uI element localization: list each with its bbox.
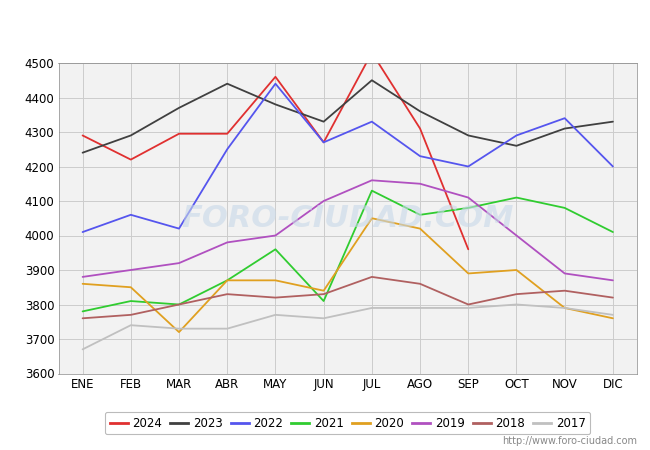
Legend: 2024, 2023, 2022, 2021, 2020, 2019, 2018, 2017: 2024, 2023, 2022, 2021, 2020, 2019, 2018…	[105, 412, 590, 434]
Text: FORO-CIUDAD.COM: FORO-CIUDAD.COM	[181, 204, 514, 233]
Text: Afiliados en Coria a 30/9/2024: Afiliados en Coria a 30/9/2024	[194, 12, 456, 31]
Text: http://www.foro-ciudad.com: http://www.foro-ciudad.com	[502, 436, 637, 446]
